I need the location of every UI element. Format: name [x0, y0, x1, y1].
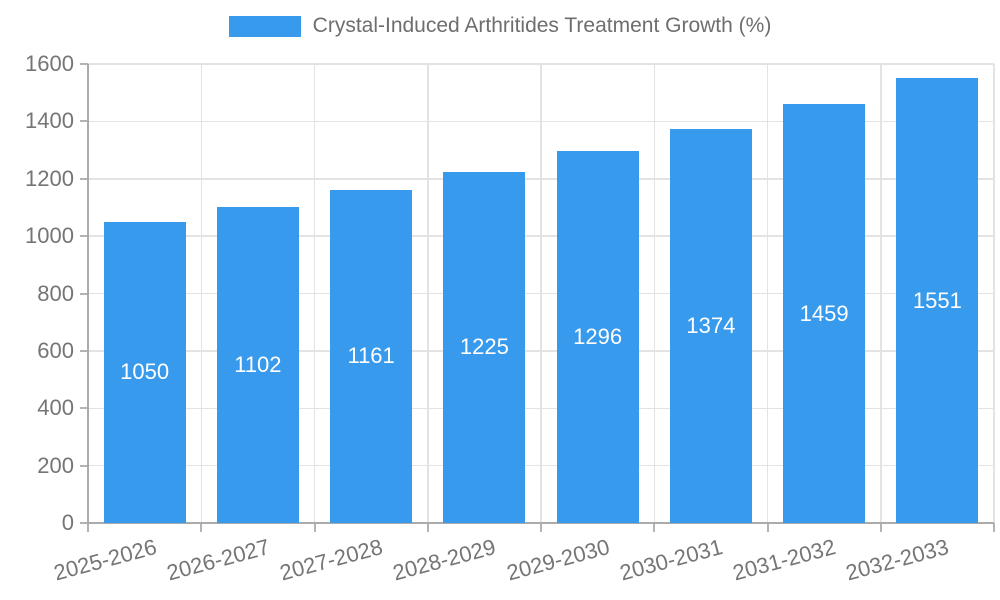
y-tick-mark [80, 120, 88, 123]
gridline-v [427, 64, 429, 523]
x-tick-mark [766, 523, 769, 532]
y-axis-line [87, 64, 89, 525]
legend-swatch [228, 15, 301, 37]
x-tick-mark [540, 523, 542, 532]
bar: 1050 [103, 221, 186, 523]
gridline-v [993, 64, 995, 523]
y-tick-label: 0 [61, 510, 74, 535]
gridline-v [540, 64, 542, 523]
bar: 1374 [669, 128, 752, 523]
y-tick-label: 600 [37, 337, 74, 363]
x-tick-mark [993, 523, 995, 532]
y-tick-mark [80, 464, 88, 467]
y-tick-mark [80, 177, 88, 180]
x-tick-mark [653, 523, 656, 532]
y-tick-label: 1600 [25, 51, 74, 76]
x-tick-mark [313, 523, 316, 532]
y-tick-mark [80, 292, 88, 295]
bar: 1459 [783, 104, 866, 523]
gridline-v [880, 64, 882, 523]
y-tick-label: 400 [37, 395, 74, 421]
y-tick-mark [80, 522, 88, 524]
y-tick-mark [80, 407, 88, 410]
legend: Crystal-Induced Arthritides Treatment Gr… [0, 14, 1000, 38]
x-tick-mark [879, 523, 882, 532]
bar-value-label: 1050 [120, 359, 170, 385]
x-axis-line [87, 522, 994, 524]
y-tick-label: 800 [37, 280, 74, 306]
bar: 1551 [896, 78, 979, 523]
gridline-v [653, 64, 655, 523]
x-tick-mark [200, 523, 203, 532]
gridline-v [200, 64, 202, 523]
y-tick-label: 200 [37, 452, 74, 478]
gridline-v [313, 64, 316, 523]
bar-value-label: 1225 [459, 334, 509, 360]
bar: 1161 [330, 189, 413, 523]
y-tick-label: 1400 [25, 108, 74, 134]
bar: 1102 [216, 206, 299, 523]
bar-value-label: 1374 [686, 312, 736, 338]
y-tick-mark [80, 63, 88, 65]
legend-label: Crystal-Induced Arthritides Treatment Gr… [312, 14, 772, 37]
y-tick-label: 1200 [25, 165, 74, 191]
y-tick-mark [80, 235, 88, 238]
bar-value-label: 1296 [573, 324, 623, 350]
y-tick-label: 1000 [25, 223, 74, 249]
bar-value-label: 1459 [799, 300, 849, 326]
bar: 1225 [443, 171, 526, 523]
bar-value-label: 1102 [234, 351, 282, 377]
bar-value-label: 1551 [912, 287, 962, 313]
bar-value-label: 1161 [347, 343, 395, 369]
x-tick-mark [87, 523, 89, 532]
gridline-v [766, 64, 769, 523]
x-tick-mark [426, 523, 429, 532]
bar: 1296 [556, 151, 639, 523]
y-tick-mark [80, 349, 88, 352]
